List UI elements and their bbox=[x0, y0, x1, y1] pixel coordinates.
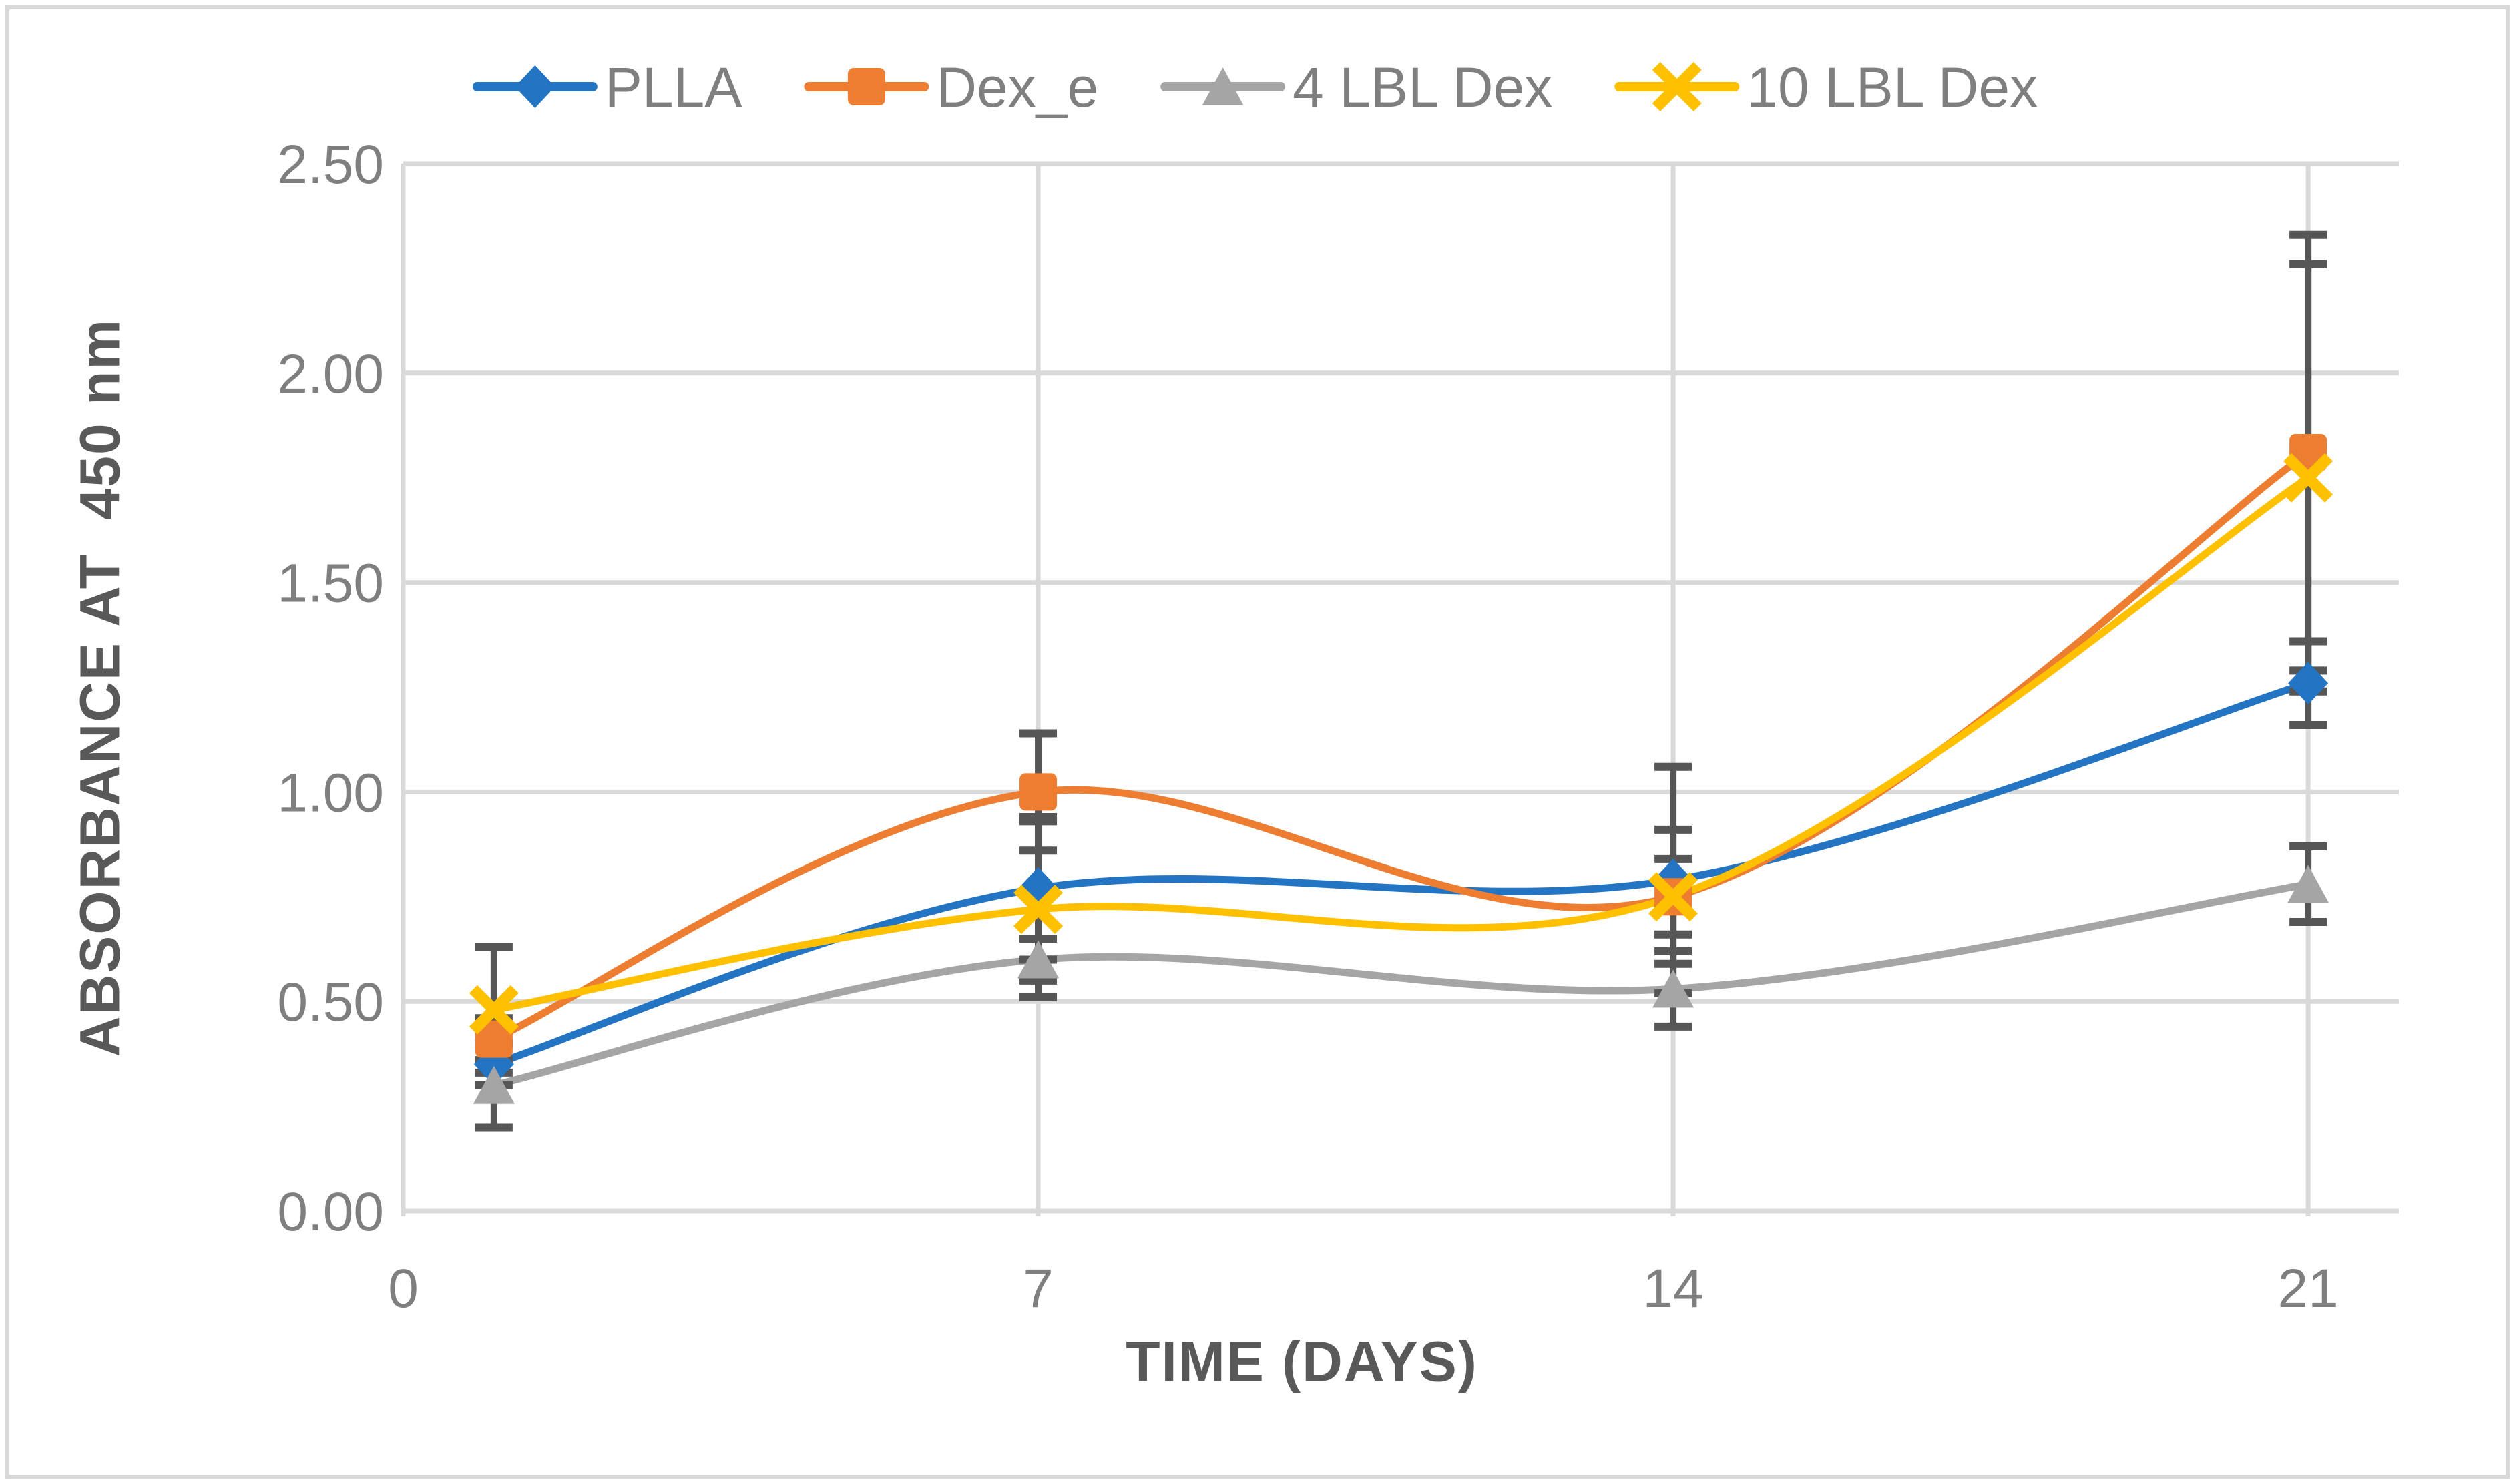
marker-Dex_e-day7 bbox=[1019, 773, 1058, 811]
square-marker-icon bbox=[1019, 773, 1058, 811]
marker-4 LBL Dex-day21 bbox=[2287, 864, 2329, 903]
marker-10 LBL Dex-day1 bbox=[469, 985, 519, 1035]
x-marker-icon bbox=[2283, 453, 2333, 503]
y-tick-labels: 0.00 0.50 1.00 1.50 2.00 2.50 bbox=[277, 134, 384, 1242]
legend-item-Dex_e: Dex_e bbox=[804, 56, 1098, 119]
marker-4 LBL Dex-day14 bbox=[1652, 969, 1694, 1008]
legend-label-Dex_e: Dex_e bbox=[936, 56, 1098, 119]
square-marker-icon bbox=[475, 1020, 513, 1058]
y-tick-2.50: 2.50 bbox=[277, 134, 384, 195]
triangle-marker-icon bbox=[1652, 969, 1694, 1008]
marker-10 LBL Dex-day21 bbox=[2283, 453, 2333, 503]
x-tick-14: 14 bbox=[1642, 1258, 1703, 1319]
x-tick-21: 21 bbox=[2278, 1258, 2339, 1319]
triangle-marker-icon bbox=[1202, 67, 1244, 105]
marker-10 LBL Dex-day7 bbox=[1013, 885, 1064, 935]
legend-marker-4 LBL Dex bbox=[1202, 67, 1244, 105]
legend-label-PLLA: PLLA bbox=[605, 56, 742, 119]
legend-label-4 LBL Dex: 4 LBL Dex bbox=[1293, 56, 1552, 119]
x-marker-icon bbox=[1013, 885, 1064, 935]
diamond-marker-icon bbox=[2288, 662, 2329, 705]
series-line-PLLA bbox=[490, 679, 2312, 1068]
gridlines bbox=[401, 161, 2399, 1216]
square-marker-icon bbox=[847, 68, 885, 105]
marker-4 LBL Dex-day7 bbox=[1017, 940, 1060, 979]
y-tick-0.00: 0.00 bbox=[277, 1182, 384, 1242]
marker-4 LBL Dex-day1 bbox=[473, 1065, 515, 1104]
legend: PLLA Dex_e 4 LBL Dex 10 LBL Dex bbox=[472, 56, 2038, 119]
legend-label-10 LBL Dex: 10 LBL Dex bbox=[1747, 56, 2038, 119]
legend-marker-Dex_e bbox=[847, 68, 885, 105]
x-tick-0: 0 bbox=[388, 1258, 419, 1319]
error-bars bbox=[475, 230, 2327, 1132]
y-tick-2.00: 2.00 bbox=[277, 344, 384, 405]
series-lines bbox=[490, 449, 2312, 1089]
series-line-Dex_e bbox=[490, 449, 2312, 1043]
legend-marker-PLLA bbox=[515, 65, 555, 108]
chart-frame bbox=[5, 5, 2510, 1479]
x-marker-icon bbox=[469, 985, 519, 1035]
triangle-marker-icon bbox=[1017, 940, 1060, 979]
triangle-marker-icon bbox=[473, 1065, 515, 1104]
series-line-10 LBL Dex bbox=[490, 474, 2312, 1014]
legend-item-PLLA: PLLA bbox=[472, 56, 742, 119]
triangle-marker-icon bbox=[2287, 864, 2329, 903]
diamond-marker-icon bbox=[515, 65, 555, 108]
legend-item-10 LBL Dex: 10 LBL Dex bbox=[1614, 56, 2038, 119]
y-tick-1.50: 1.50 bbox=[277, 553, 384, 614]
y-tick-0.50: 0.50 bbox=[277, 972, 384, 1033]
x-tick-labels: 0 7 14 21 bbox=[388, 1258, 2339, 1319]
x-axis-title: TIME (DAYS) bbox=[1126, 1330, 1478, 1393]
x-tick-7: 7 bbox=[1023, 1258, 1054, 1319]
x-marker-icon bbox=[1648, 872, 1698, 922]
series-line-4 LBL Dex bbox=[490, 880, 2312, 1089]
marker-10 LBL Dex-day14 bbox=[1648, 872, 1698, 922]
y-tick-1.00: 1.00 bbox=[277, 762, 384, 823]
series-markers bbox=[469, 434, 2333, 1104]
x-marker-icon bbox=[1652, 61, 1702, 112]
marker-PLLA-day21 bbox=[2288, 662, 2329, 705]
legend-marker-10 LBL Dex bbox=[1652, 61, 1702, 112]
marker-Dex_e-day1 bbox=[475, 1020, 513, 1058]
legend-item-4 LBL Dex: 4 LBL Dex bbox=[1160, 56, 1552, 119]
